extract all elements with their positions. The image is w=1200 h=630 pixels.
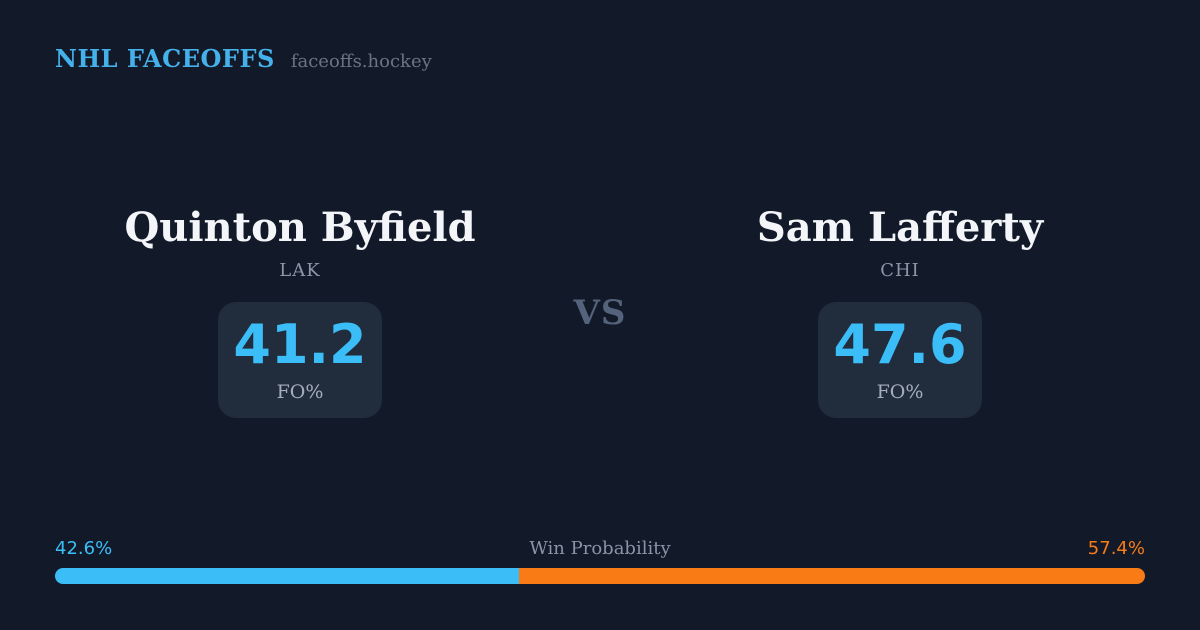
win-probability-bar-left-fill bbox=[55, 568, 520, 584]
player-left-stat-value: 41.2 bbox=[233, 312, 367, 376]
win-probability-left-pct: 42.6% bbox=[55, 538, 113, 559]
player-right-stat-label: FO% bbox=[876, 380, 924, 403]
win-probability-title: Win Probability bbox=[529, 538, 671, 559]
win-probability-bar bbox=[55, 568, 1145, 584]
player-right-name: Sam Lafferty bbox=[756, 204, 1044, 251]
vs-label: VS bbox=[573, 293, 627, 333]
header: NHL FACEOFFS faceoffs.hockey bbox=[55, 44, 432, 73]
brand-title: NHL FACEOFFS bbox=[55, 44, 275, 73]
win-probability-bar-right-fill bbox=[519, 568, 1145, 584]
player-left-name: Quinton Byfield bbox=[124, 204, 476, 251]
player-right-team: CHI bbox=[880, 260, 920, 281]
player-right-stat-box: 47.6 FO% bbox=[818, 302, 982, 418]
player-right: Sam Lafferty CHI 47.6 FO% bbox=[660, 205, 1140, 418]
player-left: Quinton Byfield LAK 41.2 FO% bbox=[60, 205, 540, 418]
win-probability-right-pct: 57.4% bbox=[1087, 538, 1145, 559]
site-url: faceoffs.hockey bbox=[290, 51, 432, 72]
win-probability-labels: 42.6% Win Probability 57.4% bbox=[55, 538, 1145, 559]
win-probability-section: 42.6% Win Probability 57.4% bbox=[55, 538, 1145, 584]
player-left-stat-label: FO% bbox=[276, 380, 324, 403]
player-right-stat-value: 47.6 bbox=[833, 312, 967, 376]
player-left-team: LAK bbox=[279, 260, 321, 281]
player-left-stat-box: 41.2 FO% bbox=[218, 302, 382, 418]
